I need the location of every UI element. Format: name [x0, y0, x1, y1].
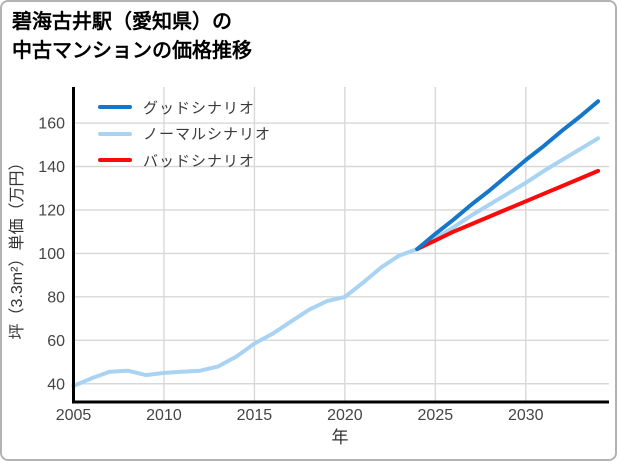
x-axis-label: 年 [332, 428, 349, 447]
good-scenario-line-swatch [98, 105, 132, 110]
normal-scenario-line-swatch [98, 131, 132, 136]
y-tick-label: 80 [47, 289, 65, 306]
legend: グッドシナリオ ノーマルシナリオ バッドシナリオ [98, 94, 271, 174]
legend-item-bad-scenario: バッドシナリオ [98, 147, 271, 174]
x-tick-label: 2025 [418, 407, 454, 424]
y-tick-label: 160 [38, 116, 65, 133]
y-tick-label: 40 [47, 376, 65, 393]
tick-layer: 2005 2010 2015 2020 2025 2030 40 60 80 100 120 140 1… [38, 116, 543, 424]
y-axis-label: 坪（3.3m²）単価（万円） [8, 155, 26, 340]
legend-label-normal-scenario: ノーマルシナリオ [143, 126, 272, 144]
x-tick-label: 2005 [56, 407, 92, 424]
legend-label-bad-scenario: バッドシナリオ [143, 152, 256, 170]
x-tick-label: 2015 [237, 407, 273, 424]
x-tick-label: 2030 [508, 407, 544, 424]
x-tick-label: 2010 [146, 407, 182, 424]
grid-layer [73, 87, 609, 402]
chart-title-line2: 中古マンションの価格推移 [12, 40, 252, 62]
x-tick-label: 2020 [327, 407, 363, 424]
y-tick-label: 100 [38, 246, 65, 263]
legend-item-good-scenario: グッドシナリオ [98, 94, 271, 121]
series-line-1 [71, 136, 601, 388]
bad-scenario-line-swatch [98, 158, 132, 163]
price-trend-chart: 2005 2010 2015 2020 2025 2030 40 60 80 100 120 140 1… [8, 87, 609, 447]
axis-layer [72, 87, 609, 404]
y-tick-label: 140 [38, 159, 65, 176]
y-tick-label: 60 [47, 333, 65, 350]
chart-title-line1: 碧海古井駅（愛知県）の [12, 11, 232, 33]
series-line-0 [415, 99, 601, 252]
chart-title: 碧海古井駅（愛知県）の 中古マンションの価格推移 [12, 8, 252, 66]
legend-label-good-scenario: グッドシナリオ [143, 99, 256, 117]
series-layer [71, 99, 601, 388]
series-line-2 [415, 168, 601, 252]
y-tick-label: 120 [38, 202, 65, 219]
legend-item-normal-scenario: ノーマルシナリオ [98, 121, 271, 148]
